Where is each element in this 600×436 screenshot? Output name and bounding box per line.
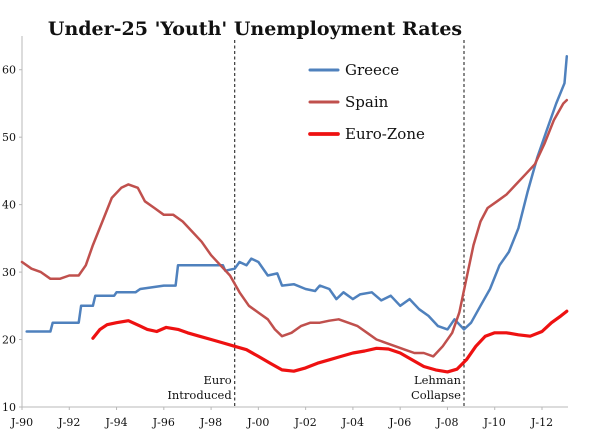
- x-tick-label-j-92: J-92: [57, 416, 80, 429]
- legend-label-greece: Greece: [345, 61, 399, 79]
- x-tick-label-j-12: J-12: [530, 416, 553, 429]
- annotation-lehman-line-2: Collapse: [411, 388, 461, 402]
- x-tick-label-j-96: J-96: [152, 416, 175, 429]
- y-tick-label-30: 30: [2, 266, 16, 279]
- x-tick-label-j-10: J-10: [483, 416, 506, 429]
- x-tick-label-j-08: J-08: [435, 416, 458, 429]
- annotation-lehman-line-1: Lehman: [414, 373, 462, 387]
- legend-label-euro-zone: Euro-Zone: [345, 125, 425, 143]
- x-tick-label-j-98: J-98: [199, 416, 222, 429]
- x-tick-label-j-00: J-00: [246, 416, 269, 429]
- x-tick-label-j-94: J-94: [104, 416, 127, 429]
- y-tick-label-10: 10: [2, 401, 16, 414]
- x-tick-label-j-04: J-04: [341, 416, 364, 429]
- annotation-euro-line-1: Euro: [203, 373, 231, 387]
- series-line-spain: [20, 98, 569, 358]
- legend-label-spain: Spain: [345, 93, 389, 111]
- series-line-euro-zone: [91, 309, 569, 374]
- annotation-euro-line-2: Introduced: [167, 388, 232, 402]
- y-tick-label-20: 20: [2, 334, 16, 347]
- x-tick-label-j-06: J-06: [388, 416, 411, 429]
- x-tick-label-j-02: J-02: [294, 416, 317, 429]
- y-tick-label-50: 50: [2, 131, 16, 144]
- x-tick-label-j-90: J-90: [10, 416, 33, 429]
- chart-title: Under-25 'Youth' Unemployment Rates: [48, 18, 462, 40]
- series-line-greece: [25, 54, 569, 333]
- y-tick-label-40: 40: [2, 199, 16, 212]
- y-tick-label-60: 60: [2, 64, 16, 77]
